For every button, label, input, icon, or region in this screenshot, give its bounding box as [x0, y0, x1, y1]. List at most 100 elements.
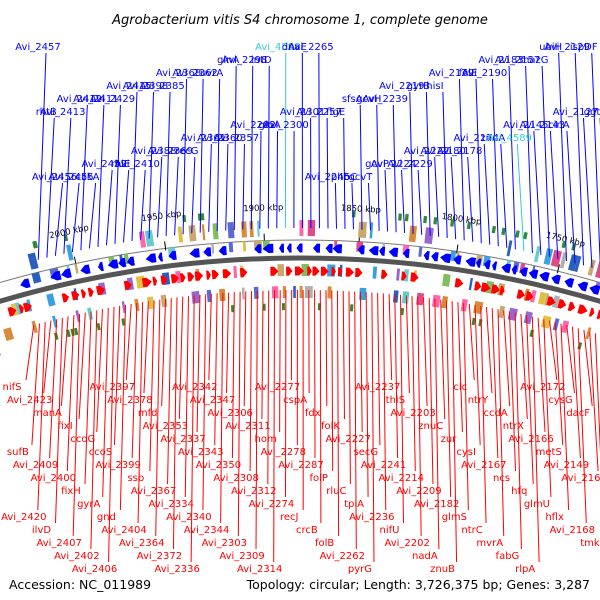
minus-gene-label: znuB — [430, 564, 455, 575]
plus-leader-line — [233, 65, 237, 231]
minus-gene-label: Avi_2337 — [160, 434, 205, 445]
minus-leader-line — [243, 291, 247, 407]
plus-gene-label: Avi_2245 — [305, 172, 350, 183]
minus-leader-line — [359, 291, 363, 433]
minus-leader-line — [537, 317, 546, 433]
minus-gene-label: cspA — [283, 395, 307, 406]
plus-leader-line — [558, 52, 567, 262]
minus-strand-gene — [381, 269, 388, 279]
ruler-tick-label: 1850 kbp — [341, 204, 382, 216]
minus-gene-label: fixI — [57, 421, 72, 432]
green-marker — [466, 221, 472, 230]
minus-feature-block — [253, 286, 259, 299]
minus-leader-line — [231, 292, 235, 459]
minus-leader-line — [249, 291, 252, 472]
minus-strand-gene — [180, 273, 186, 283]
plus-gene-label: Avi_2257 — [296, 107, 341, 118]
minus-leader-line — [440, 299, 446, 420]
plus-strand-gene — [262, 243, 274, 253]
plus-gene-label: Avi_2127 — [553, 107, 598, 118]
minus-leader-line — [119, 304, 126, 511]
minus-leader-line — [131, 302, 138, 459]
minus-leader-line — [417, 296, 422, 537]
plus-gene-label: cckA — [76, 172, 100, 183]
plus-leader-line — [425, 91, 431, 236]
plus-leader-line — [409, 91, 414, 234]
minus-gene-label: Avi_2406 — [72, 564, 117, 575]
plus-leader-line — [475, 78, 482, 244]
minus-strand-gene — [596, 309, 600, 320]
minus-feature-block — [442, 273, 451, 287]
minus-gene-label: Avi_2166 — [508, 434, 553, 445]
plus-gene-label: intD — [251, 55, 272, 66]
plus-strand-gene — [286, 243, 292, 253]
minus-gene-label: glmU — [524, 499, 550, 510]
minus-gene-label: Avi_2209 — [396, 486, 441, 497]
map-title: Agrobacterium vitis S4 chromosome 1, com… — [111, 13, 488, 28]
plus-feature-block — [559, 252, 568, 269]
plus-leader-line — [525, 65, 533, 254]
minus-gene-label: rluC — [326, 486, 346, 497]
minus-feature-block — [431, 294, 441, 308]
minus-strand-gene — [123, 280, 132, 291]
minus-strand-gene — [312, 266, 320, 276]
minus-leader-line — [342, 290, 345, 420]
plus-gene-label: Avi_2239 — [363, 94, 408, 105]
minus-strand-gene — [80, 289, 86, 299]
minus-strand-gene — [454, 278, 464, 288]
minus-gene-label: dacF — [566, 408, 590, 419]
minus-leader-line — [214, 293, 218, 446]
plus-gene-label: Avi_4589 — [487, 133, 532, 144]
plus-leader-line — [174, 156, 179, 236]
minus-strand-gene — [401, 271, 407, 281]
minus-strand-gene — [187, 272, 195, 282]
plus-feature-block — [177, 226, 184, 243]
minus-leader-line — [255, 290, 258, 550]
minus-gene-label: Avi_2343 — [178, 447, 223, 458]
minus-gene-label: Avi_2241 — [361, 460, 406, 471]
minus-gene-label: recJ — [280, 512, 299, 523]
minus-gene-label: ilvD — [32, 525, 51, 536]
plus-leader-line — [392, 104, 397, 233]
minus-feature-block — [241, 287, 245, 300]
plus-leader-line — [541, 65, 550, 257]
plus-leader-line — [326, 117, 329, 229]
minus-feature-block — [327, 286, 332, 299]
plus-feature-block — [595, 261, 600, 279]
minus-leader-line — [196, 294, 201, 433]
minus-leader-line — [49, 319, 58, 459]
plus-leader-line — [343, 117, 346, 229]
minus-gene-label: Avi_2236 — [349, 512, 394, 523]
plus-feature-block — [201, 224, 206, 241]
minus-feature-block — [14, 302, 22, 315]
minus-leader-line — [411, 296, 416, 472]
plus-gene-label: Avi_2190 — [462, 68, 507, 79]
green-marker — [182, 214, 187, 223]
green-marker — [523, 231, 528, 240]
plus-leader-line — [71, 182, 80, 253]
plus-leader-line — [97, 104, 105, 247]
plus-gene-label: Avi_2282 — [230, 120, 275, 131]
plus-strand-gene — [539, 271, 550, 282]
plus-strand-gene — [80, 264, 91, 275]
minus-gene-label: Avi_2409 — [13, 460, 58, 471]
plus-strand-gene — [254, 244, 262, 254]
minus-strand-gene — [474, 281, 482, 291]
minus-gene-label: Avi_2399 — [95, 460, 140, 471]
plus-gene-label: Avi_2183 — [478, 55, 523, 66]
green-marker — [398, 213, 402, 221]
minus-leader-line — [319, 290, 322, 524]
minus-gene-label: Avi_2203 — [390, 408, 435, 419]
minus-gene-label: Avi_2303 — [202, 538, 247, 549]
minus-feature-block — [585, 327, 592, 340]
plus-gene-label: Avi_2157 — [495, 55, 540, 66]
genome-backbone — [0, 255, 600, 304]
minus-gene-label: secG — [354, 447, 379, 458]
minus-leader-line — [445, 300, 452, 498]
ruler-tick — [556, 264, 560, 274]
minus-leader-line — [365, 292, 369, 498]
minus-gene-label: ssb — [127, 473, 144, 484]
plus-strand-gene — [492, 261, 498, 271]
plus-gene-label: glnA — [217, 55, 239, 66]
green-marker — [450, 219, 455, 227]
